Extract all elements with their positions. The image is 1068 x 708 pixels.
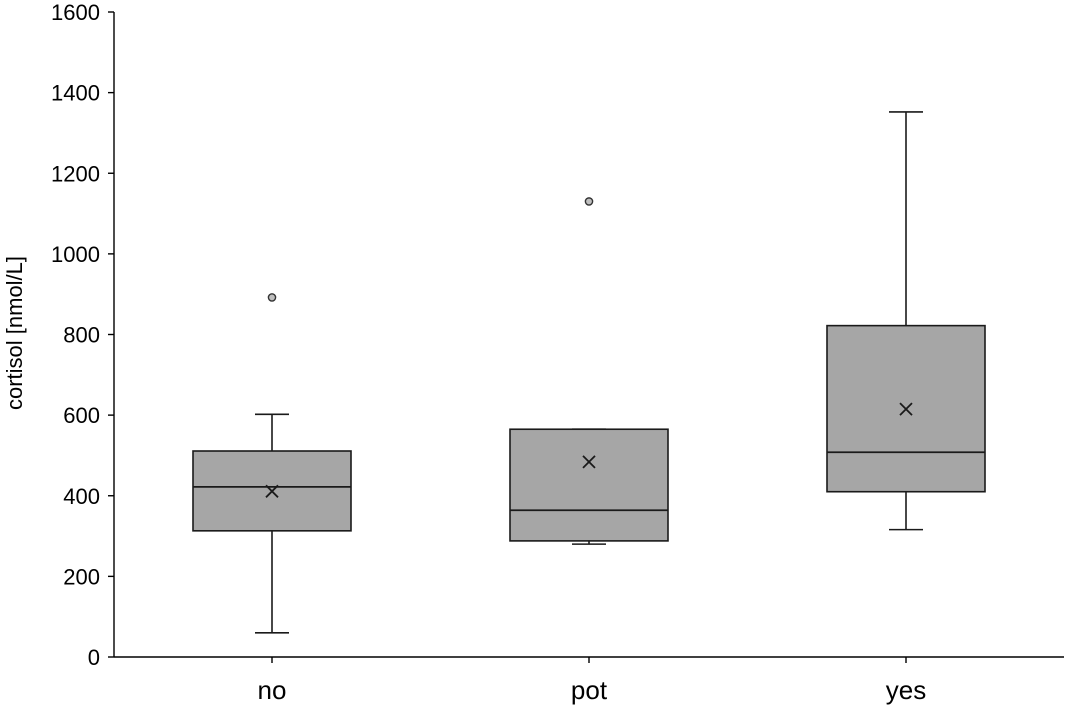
y-tick-label: 400 [63,484,100,509]
x-tick-label: yes [886,675,926,705]
y-tick-label: 800 [63,323,100,348]
y-tick-label: 600 [63,403,100,428]
y-axis-label: cortisol [nmol/L] [2,256,27,410]
box-yes [826,111,986,531]
y-tick-label: 1600 [51,0,100,25]
mean-marker [265,484,279,498]
box-no [192,293,352,634]
iqr-box [509,428,669,542]
boxes [192,111,986,634]
y-tick-label: 1000 [51,242,100,267]
axes: 0 200 400 600 800 1000 1200 1400 1600 no pot yes [51,0,1064,705]
mean-marker [899,402,913,416]
x-tick-label: pot [571,675,608,705]
y-tick-label: 200 [63,564,100,589]
outlier-point [267,293,277,302]
x-tick-label: no [258,675,287,705]
y-tick-label: 1200 [51,161,100,186]
box-pot [509,197,669,545]
mean-marker [582,455,596,469]
y-tick-label: 0 [88,645,100,670]
y-tick-label: 1400 [51,81,100,106]
outlier-point [584,197,594,206]
